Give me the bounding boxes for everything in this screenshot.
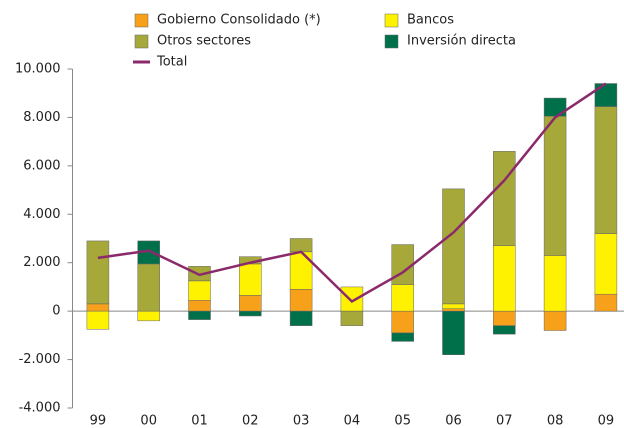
bar xyxy=(86,303,110,312)
legend-label: Bancos xyxy=(407,13,454,28)
bar xyxy=(543,310,567,331)
x-tick-label: 03 xyxy=(293,414,310,428)
bar xyxy=(239,295,262,312)
y-tick-label: 4.000 xyxy=(23,207,60,222)
bar xyxy=(543,255,567,312)
bar xyxy=(188,310,211,320)
bar xyxy=(594,293,618,312)
legend-swatch xyxy=(384,13,399,28)
bar xyxy=(594,233,618,295)
bar xyxy=(137,263,160,312)
legend-label: Inversión directa xyxy=(407,34,516,49)
x-tick-label: 00 xyxy=(140,414,157,428)
x-tick-label: 99 xyxy=(90,414,107,428)
bar xyxy=(442,310,465,355)
bar xyxy=(289,289,313,312)
y-tick-label: 8.000 xyxy=(23,110,60,125)
bar xyxy=(340,310,364,326)
bar xyxy=(239,310,262,317)
bar xyxy=(340,286,364,312)
bar xyxy=(289,310,313,326)
bar xyxy=(86,310,110,330)
legend-swatch xyxy=(134,34,149,49)
bar xyxy=(188,280,211,301)
line xyxy=(97,82,607,304)
x-tick-label: 06 xyxy=(445,414,462,428)
bar xyxy=(391,332,414,342)
legend-label: Gobierno Consolidado (*) xyxy=(157,13,321,28)
bar xyxy=(239,263,262,296)
bar xyxy=(442,303,465,309)
bar xyxy=(391,244,414,285)
bar xyxy=(289,251,313,290)
bar xyxy=(594,106,618,234)
bar xyxy=(391,284,414,312)
x-tick-label: 07 xyxy=(496,414,513,428)
bar xyxy=(289,238,313,253)
bar xyxy=(86,240,110,305)
bar xyxy=(391,310,414,334)
legend-label: Total xyxy=(156,55,187,70)
bar xyxy=(442,188,465,305)
bar xyxy=(137,310,160,322)
bar xyxy=(543,115,567,256)
bar xyxy=(493,245,516,312)
y-tick-label: -4.000 xyxy=(19,401,61,416)
x-tick-label: 02 xyxy=(242,414,259,428)
y-tick-label: 10.000 xyxy=(15,62,61,77)
bar xyxy=(493,310,516,326)
y-tick-label: 0 xyxy=(52,304,60,319)
legend-label: Otros sectores xyxy=(157,34,251,49)
y-tick-label: 2.000 xyxy=(23,255,60,270)
legend-swatch xyxy=(384,34,399,49)
x-tick-label: 08 xyxy=(547,414,564,428)
x-tick-label: 09 xyxy=(598,414,615,428)
x-tick-label: 04 xyxy=(344,414,361,428)
bar xyxy=(493,325,516,335)
x-tick-label: 01 xyxy=(191,414,208,428)
bar xyxy=(493,151,516,247)
x-tick-label: 05 xyxy=(394,414,411,428)
y-tick-label: -2.000 xyxy=(19,352,61,367)
legend-swatch xyxy=(134,13,149,28)
bar xyxy=(594,83,618,107)
y-tick-label: 6.000 xyxy=(23,158,60,173)
bar xyxy=(188,299,211,312)
bar xyxy=(442,308,465,312)
